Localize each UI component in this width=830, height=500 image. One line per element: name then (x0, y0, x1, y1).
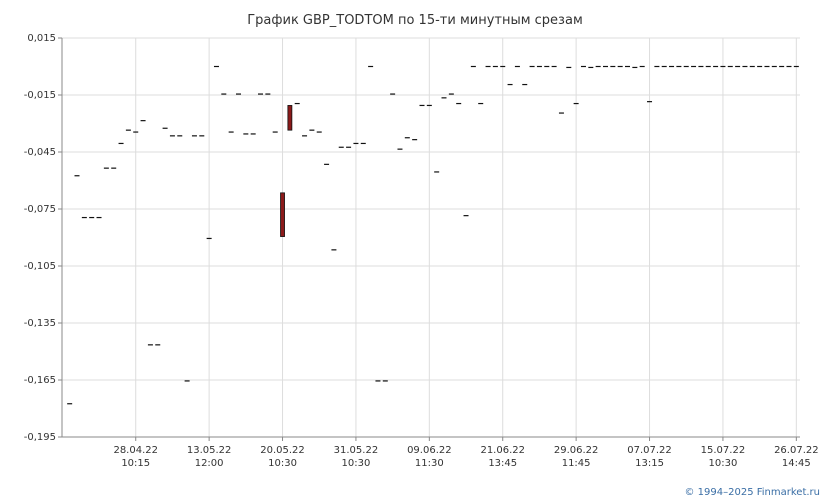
y-tick-label: -0,075 (24, 204, 56, 215)
x-axis-ticks: 28.04.22 10:15 13.05.22 12:00 20.05.22 10:30 3… (113, 445, 818, 469)
y-tick-label: -0,195 (24, 432, 56, 443)
x-tick-time: 10:30 (268, 458, 297, 469)
x-tick-date: 20.05.22 (260, 445, 305, 456)
y-tick-label: -0,105 (24, 261, 56, 272)
x-tick-time: 10:15 (121, 458, 150, 469)
x-tick-time: 13:45 (488, 458, 517, 469)
x-tick-time: 13:15 (635, 458, 664, 469)
candles (67, 65, 799, 405)
x-tick-date: 09.06.22 (407, 445, 452, 456)
x-tick-time: 12:00 (195, 458, 224, 469)
x-tick-date: 31.05.22 (334, 445, 379, 456)
candle (280, 192, 285, 237)
y-tick-label: -0,015 (24, 90, 56, 101)
grid (62, 37, 800, 438)
axes (58, 37, 800, 441)
y-axis-ticks: 0,015 -0,015 -0,045 -0,075 -0,105 -0,135 -0,16… (24, 33, 56, 443)
y-tick-label: -0,045 (24, 147, 56, 158)
x-tick-date: 15.07.22 (701, 445, 746, 456)
x-tick-time: 11:30 (415, 458, 444, 469)
x-tick-date: 28.04.22 (113, 445, 158, 456)
x-tick-time: 10:30 (709, 458, 738, 469)
x-tick-date: 07.07.22 (627, 445, 672, 456)
y-tick-label: 0,015 (27, 33, 56, 44)
x-tick-time: 11:45 (562, 458, 591, 469)
y-tick-label: -0,165 (24, 375, 56, 386)
copyright-credit: © 1994–2025 Finmarket.ru (684, 487, 820, 498)
chart-title: График GBP_TODTOM по 15-ти минутным срез… (247, 13, 583, 28)
x-tick-date: 29.06.22 (554, 445, 599, 456)
x-tick-date: 13.05.22 (187, 445, 232, 456)
y-tick-label: -0,135 (24, 318, 56, 329)
x-tick-date: 21.06.22 (480, 445, 525, 456)
x-tick-time: 10:30 (342, 458, 371, 469)
x-tick-time: 14:45 (782, 458, 811, 469)
x-tick-date: 26.07.22 (774, 445, 819, 456)
candle (287, 105, 293, 131)
